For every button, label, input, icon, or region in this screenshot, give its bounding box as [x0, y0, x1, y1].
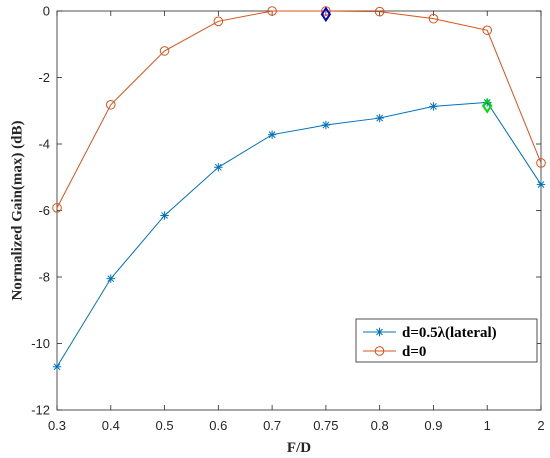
- data-point-circle: [536, 158, 546, 168]
- data-point-circle: [267, 6, 277, 16]
- highlight-diamond-marker: [482, 97, 493, 114]
- y-tick-label: -2: [38, 70, 50, 85]
- data-point-asterisk: [429, 102, 438, 111]
- x-tick-label: 2: [537, 418, 544, 433]
- y-tick-label: -6: [38, 203, 50, 218]
- y-axis: 0 -2 -4 -6 -8 -10 -12: [31, 4, 541, 418]
- data-point-asterisk: [214, 163, 223, 172]
- legend-entry: d=0.5λ(lateral): [363, 325, 497, 341]
- legend-label: d=0: [402, 344, 426, 360]
- x-tick-label: 0.9: [424, 418, 442, 433]
- legend-entry: d=0: [363, 344, 426, 360]
- data-point-circle: [159, 46, 170, 56]
- legend-box: [355, 318, 538, 363]
- x-tick-label: 0.6: [209, 418, 227, 433]
- x-tick-label: 0.7: [263, 418, 281, 433]
- series-line: [56, 10, 542, 209]
- y-tick-label: -8: [38, 270, 50, 285]
- data-point-asterisk: [321, 120, 331, 130]
- data-point-asterisk: [267, 130, 277, 139]
- data-point-circle: [482, 25, 493, 36]
- x-tick-label: 0.5: [156, 418, 174, 433]
- x-axis-title: F/D: [287, 440, 311, 456]
- x-tick-label: 1: [484, 418, 491, 433]
- data-point-circle: [213, 16, 224, 27]
- data-point-asterisk: [375, 113, 384, 123]
- y-tick-label: -4: [38, 137, 50, 152]
- data-point-asterisk: [375, 327, 384, 337]
- series-d0: [52, 6, 546, 213]
- data-point-asterisk: [52, 362, 62, 371]
- data-point-asterisk: [106, 274, 115, 283]
- legend: d=0.5λ(lateral) d=0: [355, 318, 538, 363]
- x-tick-label: 0.75: [313, 418, 338, 433]
- series-layer: [52, 6, 546, 371]
- y-tick-label: -10: [31, 336, 50, 351]
- data-point-circle: [52, 203, 62, 213]
- y-tick-label: 0: [43, 4, 50, 19]
- y-tick-label: -12: [31, 403, 50, 418]
- series-line: [56, 101, 542, 368]
- x-tick-label: 0.8: [371, 418, 389, 433]
- x-tick-label: 0.4: [102, 418, 120, 433]
- data-point-asterisk: [536, 180, 546, 189]
- data-point-circle: [105, 99, 116, 110]
- data-point-circle: [428, 13, 439, 24]
- x-tick-label: 0.3: [48, 418, 66, 433]
- data-point-asterisk: [160, 211, 169, 220]
- y-axis-title: Normalized Gain(max) (dB): [9, 121, 25, 301]
- legend-label: d=0.5λ(lateral): [402, 325, 497, 341]
- data-point-circle: [374, 6, 385, 17]
- highlight-diamond-marker: [320, 6, 332, 23]
- x-axis: 0.3 0.4 0.5 0.6 0.7 0.75 0.8 0.9 1 2: [48, 11, 545, 433]
- data-point-circle: [374, 346, 385, 356]
